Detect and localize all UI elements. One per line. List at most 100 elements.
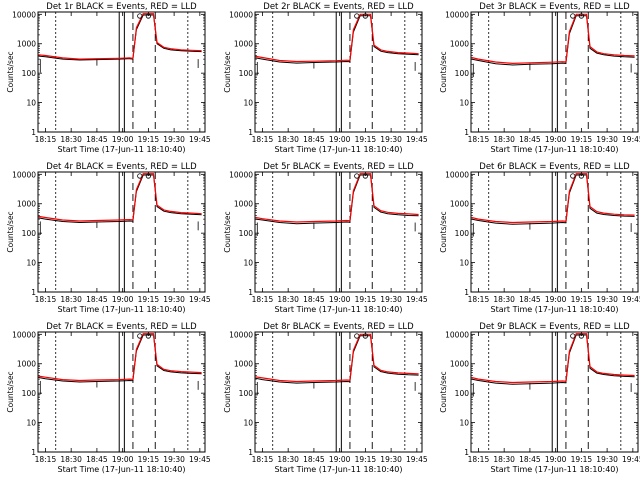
y-tick-label: 10	[243, 259, 253, 268]
y-tick-label: 1	[248, 448, 253, 457]
x-tick-label: 19:45	[189, 455, 211, 464]
series-events	[255, 15, 419, 64]
x-axis-label: Start Time (17-Jun-11 18:10:40)	[491, 465, 619, 474]
x-tick-label: 18:30	[277, 135, 299, 144]
y-tick-label: 1	[248, 128, 253, 137]
x-axis-label: Start Time (17-Jun-11 18:10:40)	[275, 465, 403, 474]
series-lld	[471, 13, 635, 65]
x-tick-label: 19:45	[622, 295, 640, 304]
peak-marker	[570, 173, 576, 179]
y-tick-label: 100	[22, 229, 37, 238]
series-lld	[38, 13, 202, 60]
panel-title: Det 5r BLACK = Events, RED = LLD	[263, 162, 414, 172]
peak-marker	[145, 173, 151, 179]
peak-marker	[578, 13, 584, 19]
x-axis-label: Start Time (17-Jun-11 18:10:40)	[491, 145, 619, 154]
y-axis-label: Counts/sec	[223, 51, 232, 92]
x-tick-label: 19:15	[355, 455, 377, 464]
x-axis-label: Start Time (17-Jun-11 18:10:40)	[58, 305, 186, 314]
x-tick-label: 19:00	[329, 455, 351, 464]
panel-title: Det 6r BLACK = Events, RED = LLD	[479, 162, 630, 172]
series-events	[255, 174, 419, 225]
y-tick-label: 1000	[17, 200, 36, 209]
plot-frame	[37, 171, 206, 293]
x-tick-label: 18:45	[303, 135, 325, 144]
x-tick-label: 18:45	[86, 455, 108, 464]
x-tick-label: 19:30	[380, 295, 402, 304]
plot-frame	[254, 171, 423, 293]
series-events	[255, 335, 419, 384]
plot-frame	[37, 331, 206, 453]
y-tick-label: 10000	[229, 330, 253, 339]
panel-title: Det 7r BLACK = Events, RED = LLD	[46, 322, 197, 332]
y-axis-label: Counts/sec	[439, 371, 448, 412]
x-tick-label: 19:30	[596, 295, 618, 304]
panel-title: Det 3r BLACK = Events, RED = LLD	[479, 2, 630, 12]
y-tick-label: 1	[464, 288, 469, 297]
x-tick-label: 18:30	[60, 295, 82, 304]
series-lld	[38, 333, 202, 382]
y-tick-label: 10	[26, 419, 36, 428]
series-lld	[255, 13, 419, 63]
series-lld	[38, 173, 202, 222]
x-tick-label: 19:00	[329, 295, 351, 304]
y-tick-label: 1000	[234, 200, 253, 209]
y-tick-label: 10000	[229, 10, 253, 19]
peak-marker	[145, 333, 151, 339]
panel-title: Det 9r BLACK = Events, RED = LLD	[479, 322, 630, 332]
y-tick-label: 10000	[12, 170, 36, 179]
plot-frame	[254, 331, 423, 453]
y-tick-label: 10	[459, 259, 469, 268]
panel-title: Det 2r BLACK = Events, RED = LLD	[263, 2, 414, 12]
x-tick-label: 18:45	[86, 295, 108, 304]
x-tick-label: 18:15	[35, 455, 57, 464]
x-tick-label: 18:45	[303, 295, 325, 304]
panel-6: Det 6r BLACK = Events, RED = LLD Counts/s…	[439, 162, 640, 314]
x-tick-label: 19:30	[163, 135, 185, 144]
plot-frame	[37, 11, 206, 133]
x-tick-label: 18:45	[303, 455, 325, 464]
x-axis-label: Start Time (17-Jun-11 18:10:40)	[491, 305, 619, 314]
x-axis-label: Start Time (17-Jun-11 18:10:40)	[275, 145, 403, 154]
x-tick-label: 19:00	[545, 455, 567, 464]
peak-marker	[570, 13, 576, 19]
y-tick-label: 1	[31, 288, 36, 297]
x-tick-label: 18:15	[252, 455, 274, 464]
y-tick-label: 1	[248, 288, 253, 297]
x-tick-label: 19:15	[138, 455, 160, 464]
x-tick-label: 18:15	[252, 135, 274, 144]
y-tick-label: 100	[455, 69, 470, 78]
x-tick-label: 19:15	[138, 295, 160, 304]
panel-5: Det 5r BLACK = Events, RED = LLD Counts/s…	[223, 162, 428, 314]
x-tick-label: 19:30	[380, 455, 402, 464]
y-tick-label: 10	[459, 419, 469, 428]
series-lld	[471, 333, 635, 384]
x-tick-label: 19:15	[355, 135, 377, 144]
y-tick-label: 10	[243, 99, 253, 108]
series-lld	[255, 333, 419, 383]
peak-marker	[578, 333, 584, 339]
panel-title: Det 8r BLACK = Events, RED = LLD	[263, 322, 414, 332]
peak-marker	[578, 173, 584, 179]
y-axis-label: Counts/sec	[223, 371, 232, 412]
y-axis-label: Counts/sec	[6, 211, 15, 252]
x-tick-label: 18:15	[468, 295, 490, 304]
peak-marker	[145, 13, 151, 19]
x-axis-label: Start Time (17-Jun-11 18:10:40)	[275, 305, 403, 314]
x-tick-label: 19:45	[189, 135, 211, 144]
y-tick-label: 1000	[450, 200, 469, 209]
panel-1: Det 1r BLACK = Events, RED = LLD Counts/s…	[6, 2, 211, 154]
y-tick-label: 10000	[445, 10, 469, 19]
x-tick-label: 19:15	[138, 135, 160, 144]
x-tick-label: 18:30	[277, 455, 299, 464]
peak-marker	[354, 13, 360, 19]
x-tick-label: 19:15	[571, 135, 593, 144]
x-tick-label: 18:45	[86, 135, 108, 144]
y-tick-label: 100	[239, 389, 254, 398]
peak-marker	[570, 333, 576, 339]
x-tick-label: 18:30	[493, 295, 515, 304]
plot-frame	[470, 171, 639, 293]
plot-frame	[254, 11, 423, 133]
x-tick-label: 18:15	[35, 295, 57, 304]
